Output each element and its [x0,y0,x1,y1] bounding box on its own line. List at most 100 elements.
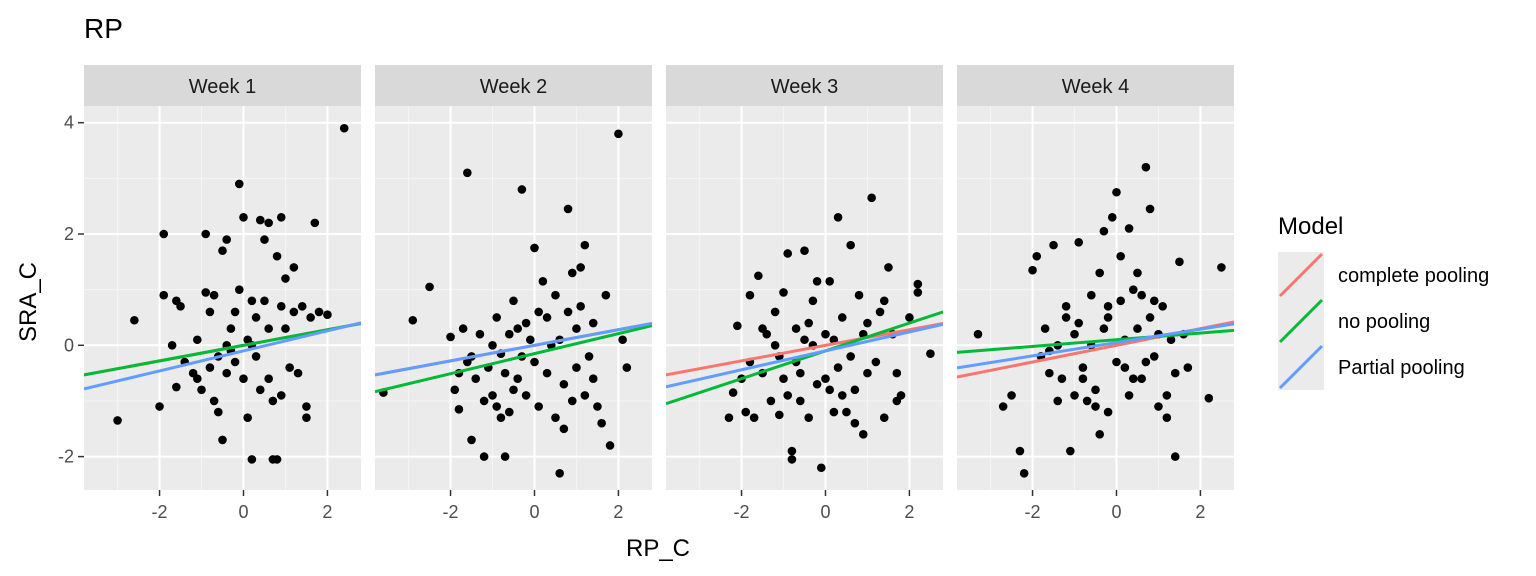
data-point [281,324,290,333]
data-point [588,318,598,328]
facet-strip-label: Week 3 [771,76,838,98]
x-tick-label: 0 [1111,502,1121,522]
data-point [425,282,434,292]
x-axis-title: RP_C [626,535,690,562]
data-point [1137,374,1146,383]
data-point [1162,391,1172,400]
data-point [871,357,881,367]
data-point [863,318,872,328]
data-point [276,391,286,400]
data-point [276,213,286,222]
legend-label: complete pooling [1338,265,1489,287]
facet-panel: Week 4 -2 0 2 [957,65,1234,522]
data-point [829,407,839,417]
x-tick-label: 2 [904,502,914,522]
data-point [913,279,923,289]
data-point [572,363,581,372]
data-point [1124,224,1134,233]
data-point [289,307,299,317]
data-point [479,452,489,461]
x-tick-label: 2 [613,502,623,522]
data-point [1112,187,1121,197]
data-point [222,235,231,244]
data-point [513,374,522,383]
facet-strip [375,65,652,106]
data-point [791,324,801,333]
data-point [825,385,834,395]
data-point [779,288,788,297]
data-point [749,413,759,422]
data-point [1204,393,1214,403]
data-point [193,335,202,345]
data-point [1057,374,1067,383]
data-point [854,290,864,300]
data-point [779,374,788,383]
data-point [488,341,497,350]
regression-lines [84,321,361,391]
data-point [339,123,349,133]
y-tick-label: -2 [58,447,74,467]
data-point [850,418,860,428]
data-point [770,307,780,317]
data-point [492,313,502,322]
data-point [1061,313,1071,322]
data-point [509,385,518,395]
data-point [1116,251,1125,261]
data-point [297,302,307,311]
data-point [525,335,535,345]
data-point [808,296,818,306]
data-point [530,357,539,367]
data-point [1170,368,1180,378]
y-tick-label: 2 [64,224,74,244]
data-point [509,296,518,306]
data-point [323,310,332,319]
data-point [1103,407,1113,417]
regression-line [957,322,1234,370]
data-point [534,307,543,317]
data-point [754,271,763,281]
x-tick-label: -2 [152,502,168,522]
facet-strip [957,65,1234,106]
data-point [812,379,822,389]
data-point [193,374,202,383]
data-point [1095,430,1104,439]
data-point [837,391,847,400]
data-point [226,324,236,333]
data-point [821,329,830,339]
data-point [846,352,855,361]
data-point [1141,357,1151,367]
data-point [255,385,265,395]
data-point [1162,413,1172,422]
data-point [622,363,632,372]
data-point [521,391,531,400]
data-point [1074,238,1084,247]
data-point [1145,313,1155,322]
data-point [1061,302,1071,311]
data-point [1112,357,1121,367]
data-point [601,290,611,300]
data-point [1040,324,1050,333]
data-point [214,407,223,417]
panel-background [666,106,943,490]
data-point [605,441,615,450]
data-point [775,410,784,420]
data-point [913,288,923,297]
data-point [846,240,855,250]
data-point [584,352,594,361]
scatter-points [113,123,349,464]
data-point [875,307,885,317]
legend-key-line [1278,344,1324,390]
data-point [205,307,215,317]
data-point [1103,313,1113,322]
data-point [892,396,902,406]
data-point [567,268,577,278]
data-point [1045,368,1054,378]
data-point [454,405,464,414]
data-point [130,315,139,325]
legend-entry: Partial pooling [1278,344,1465,390]
facet-panel: Week 1 -2 0 2 -2 0 2 4 [58,65,361,522]
data-point [728,388,738,397]
data-point [833,363,843,372]
regression-line [957,328,1234,354]
data-point [247,455,257,464]
